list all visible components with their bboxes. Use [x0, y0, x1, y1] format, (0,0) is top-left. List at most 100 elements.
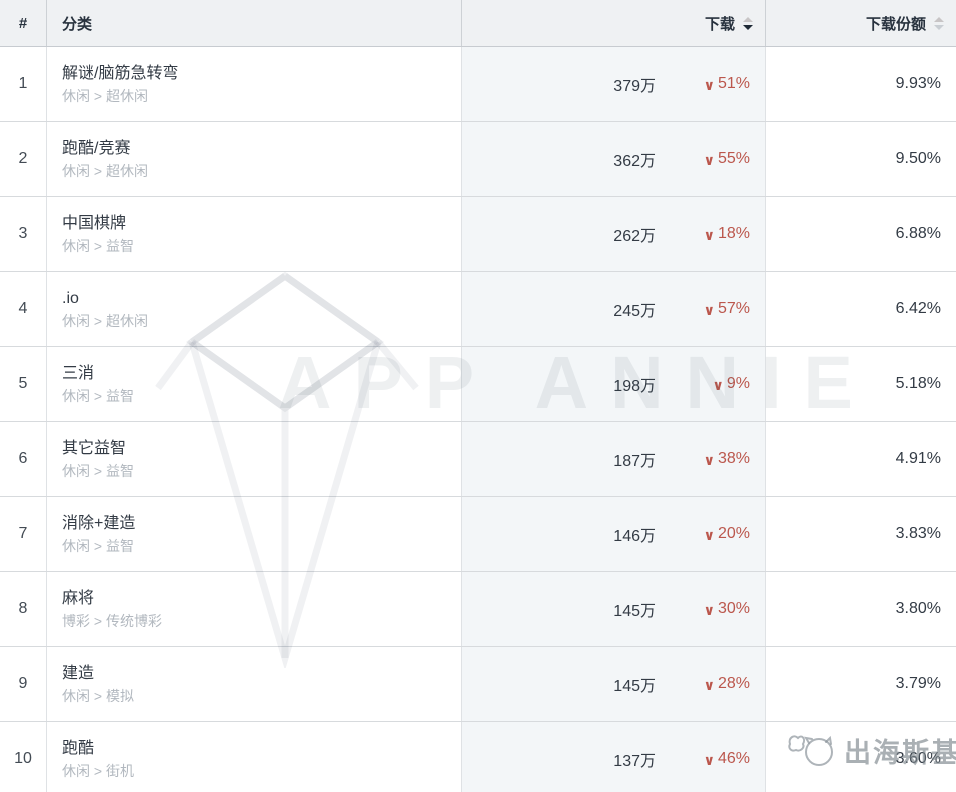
downloads-value: 262万 — [613, 228, 656, 245]
chevron-down-icon: ∨ — [703, 602, 715, 618]
downloads-cell: 379万 ∨ 51% — [462, 47, 766, 121]
share-cell: 9.93% — [766, 47, 956, 121]
share-value: 4.91% — [895, 450, 941, 467]
chevron-down-icon: ∨ — [703, 302, 715, 318]
sort-up-arrow-icon — [743, 16, 753, 22]
rank-cell: 5 — [0, 347, 47, 421]
table-row[interactable]: 10 跑酷 休闲 > 街机 137万 ∨ 46% 3.60% — [0, 722, 956, 792]
downloads-change-value: 30% — [717, 600, 750, 617]
downloads-change: ∨ 9% — [656, 375, 751, 393]
downloads-change: ∨ 38% — [656, 450, 750, 468]
share-cell: 3.83% — [766, 497, 956, 571]
share-cell: 4.91% — [766, 422, 956, 496]
downloads-value: 198万 — [613, 378, 656, 395]
share-cell: 3.80% — [766, 572, 956, 646]
category-name[interactable]: 跑酷 — [62, 739, 95, 757]
category-cell[interactable]: 麻将 博彩 > 传统博彩 — [47, 572, 462, 646]
category-cell[interactable]: 建造 休闲 > 模拟 — [47, 647, 462, 721]
downloads-cell: 137万 ∨ 46% — [462, 722, 766, 792]
header-rank-label: # — [18, 14, 28, 32]
rank-cell: 9 — [0, 647, 47, 721]
table-row[interactable]: 1 解谜/脑筋急转弯 休闲 > 超休闲 379万 ∨ 51% 9.93% — [0, 47, 956, 122]
category-name[interactable]: 建造 — [62, 664, 95, 682]
downloads-cell: 262万 ∨ 18% — [462, 197, 766, 271]
rank-cell: 1 — [0, 47, 47, 121]
header-rank: # — [0, 0, 47, 46]
downloads-change-value: 20% — [717, 525, 750, 542]
share-value: 6.88% — [895, 225, 941, 242]
table-row[interactable]: 2 跑酷/竞赛 休闲 > 超休闲 362万 ∨ 55% 9.50% — [0, 122, 956, 197]
share-value: 3.60% — [895, 750, 941, 767]
rank-value: 9 — [18, 675, 28, 692]
table-row[interactable]: 9 建造 休闲 > 模拟 145万 ∨ 28% 3.79% — [0, 647, 956, 722]
downloads-value: 245万 — [613, 303, 656, 320]
downloads-change: ∨ 28% — [656, 675, 750, 693]
category-breadcrumb: 休闲 > 超休闲 — [62, 87, 148, 104]
chevron-down-icon: ∨ — [703, 527, 715, 543]
downloads-value: 362万 — [613, 153, 656, 170]
share-cell: 6.42% — [766, 272, 956, 346]
table-row[interactable]: 7 消除+建造 休闲 > 益智 146万 ∨ 20% 3.83% — [0, 497, 956, 572]
downloads-change-value: 55% — [717, 150, 750, 167]
category-cell[interactable]: 消除+建造 休闲 > 益智 — [47, 497, 462, 571]
category-breadcrumb: 休闲 > 益智 — [62, 237, 134, 254]
category-name[interactable]: 解谜/脑筋急转弯 — [62, 64, 179, 82]
category-name[interactable]: 中国棋牌 — [62, 214, 127, 232]
share-cell: 3.79% — [766, 647, 956, 721]
table-header-row: # 分类 下载 下载份额 — [0, 0, 956, 47]
category-name[interactable]: 其它益智 — [62, 439, 127, 457]
downloads-change-value: 57% — [717, 300, 750, 317]
header-category-label: 分类 — [62, 15, 93, 33]
rank-value: 1 — [18, 75, 28, 92]
category-cell[interactable]: 中国棋牌 休闲 > 益智 — [47, 197, 462, 271]
chevron-down-icon: ∨ — [703, 752, 715, 768]
rank-cell: 8 — [0, 572, 47, 646]
table-row[interactable]: 3 中国棋牌 休闲 > 益智 262万 ∨ 18% 6.88% — [0, 197, 956, 272]
header-share-label: 下载份额 — [865, 15, 926, 33]
chevron-down-icon: ∨ — [703, 677, 715, 693]
chevron-down-icon: ∨ — [703, 452, 715, 468]
category-name[interactable]: .io — [62, 289, 79, 307]
rank-value: 10 — [14, 750, 32, 767]
table-row[interactable]: 6 其它益智 休闲 > 益智 187万 ∨ 38% 4.91% — [0, 422, 956, 497]
rank-value: 7 — [18, 525, 28, 542]
downloads-change-value: 46% — [717, 750, 750, 767]
category-cell[interactable]: 三消 休闲 > 益智 — [47, 347, 462, 421]
downloads-change-value: 51% — [717, 75, 750, 92]
category-name[interactable]: 麻将 — [62, 589, 95, 607]
category-name[interactable]: 三消 — [62, 364, 95, 382]
category-cell[interactable]: 跑酷/竞赛 休闲 > 超休闲 — [47, 122, 462, 196]
downloads-change: ∨ 18% — [656, 225, 750, 243]
rank-cell: 4 — [0, 272, 47, 346]
chevron-down-icon: ∨ — [703, 152, 715, 168]
downloads-change: ∨ 20% — [656, 525, 750, 543]
header-share[interactable]: 下载份额 — [766, 0, 956, 46]
chevron-down-icon: ∨ — [703, 227, 715, 243]
rank-value: 3 — [18, 225, 28, 242]
table-row[interactable]: 4 .io 休闲 > 超休闲 245万 ∨ 57% 6.42% — [0, 272, 956, 347]
downloads-change: ∨ 55% — [656, 150, 750, 168]
downloads-change-value: 38% — [717, 450, 750, 467]
sort-icon-share[interactable] — [934, 16, 944, 30]
rank-cell: 3 — [0, 197, 47, 271]
category-cell[interactable]: .io 休闲 > 超休闲 — [47, 272, 462, 346]
rank-value: 6 — [18, 450, 28, 467]
chevron-down-icon: ∨ — [712, 377, 724, 393]
category-name[interactable]: 跑酷/竞赛 — [62, 139, 131, 157]
header-downloads[interactable]: 下载 — [462, 0, 766, 46]
category-breadcrumb: 休闲 > 益智 — [62, 387, 134, 404]
table-row[interactable]: 8 麻将 博彩 > 传统博彩 145万 ∨ 30% 3.80% — [0, 572, 956, 647]
category-name[interactable]: 消除+建造 — [62, 514, 136, 532]
category-cell[interactable]: 跑酷 休闲 > 街机 — [47, 722, 462, 792]
sort-icon-downloads[interactable] — [743, 16, 753, 30]
category-breadcrumb: 休闲 > 益智 — [62, 537, 134, 554]
category-breadcrumb: 休闲 > 益智 — [62, 462, 134, 479]
rank-cell: 2 — [0, 122, 47, 196]
category-cell[interactable]: 解谜/脑筋急转弯 休闲 > 超休闲 — [47, 47, 462, 121]
downloads-change-value: 28% — [717, 675, 750, 692]
category-cell[interactable]: 其它益智 休闲 > 益智 — [47, 422, 462, 496]
table-row[interactable]: 5 三消 休闲 > 益智 198万 ∨ 9% 5.18% — [0, 347, 956, 422]
downloads-value: 187万 — [613, 453, 656, 470]
downloads-cell: 198万 ∨ 9% — [462, 347, 766, 421]
